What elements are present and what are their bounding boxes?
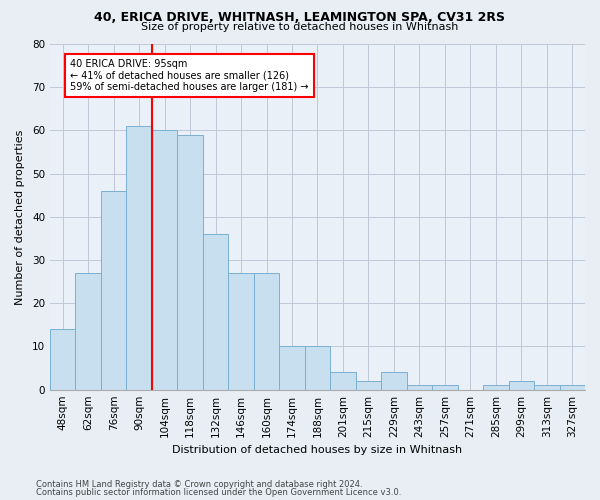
Text: Size of property relative to detached houses in Whitnash: Size of property relative to detached ho… [142,22,458,32]
Bar [356,381,381,390]
Bar [228,273,254,390]
Bar [101,191,127,390]
Bar [254,273,279,390]
Bar [305,346,330,390]
Text: Contains public sector information licensed under the Open Government Licence v3: Contains public sector information licen… [36,488,401,497]
Bar [534,386,560,390]
Bar [76,273,101,390]
Bar [152,130,178,390]
Bar [50,329,76,390]
Bar [203,234,228,390]
Bar [127,126,152,390]
X-axis label: Distribution of detached houses by size in Whitnash: Distribution of detached houses by size … [172,445,463,455]
Text: 40, ERICA DRIVE, WHITNASH, LEAMINGTON SPA, CV31 2RS: 40, ERICA DRIVE, WHITNASH, LEAMINGTON SP… [95,11,505,24]
Text: Contains HM Land Registry data © Crown copyright and database right 2024.: Contains HM Land Registry data © Crown c… [36,480,362,489]
Bar [509,381,534,390]
Text: 40 ERICA DRIVE: 95sqm
← 41% of detached houses are smaller (126)
59% of semi-det: 40 ERICA DRIVE: 95sqm ← 41% of detached … [70,59,309,92]
Bar [381,372,407,390]
Bar [178,134,203,390]
Bar [279,346,305,390]
Bar [407,386,432,390]
Bar [330,372,356,390]
Bar [560,386,585,390]
Bar [432,386,458,390]
Bar [483,386,509,390]
Y-axis label: Number of detached properties: Number of detached properties [15,129,25,304]
